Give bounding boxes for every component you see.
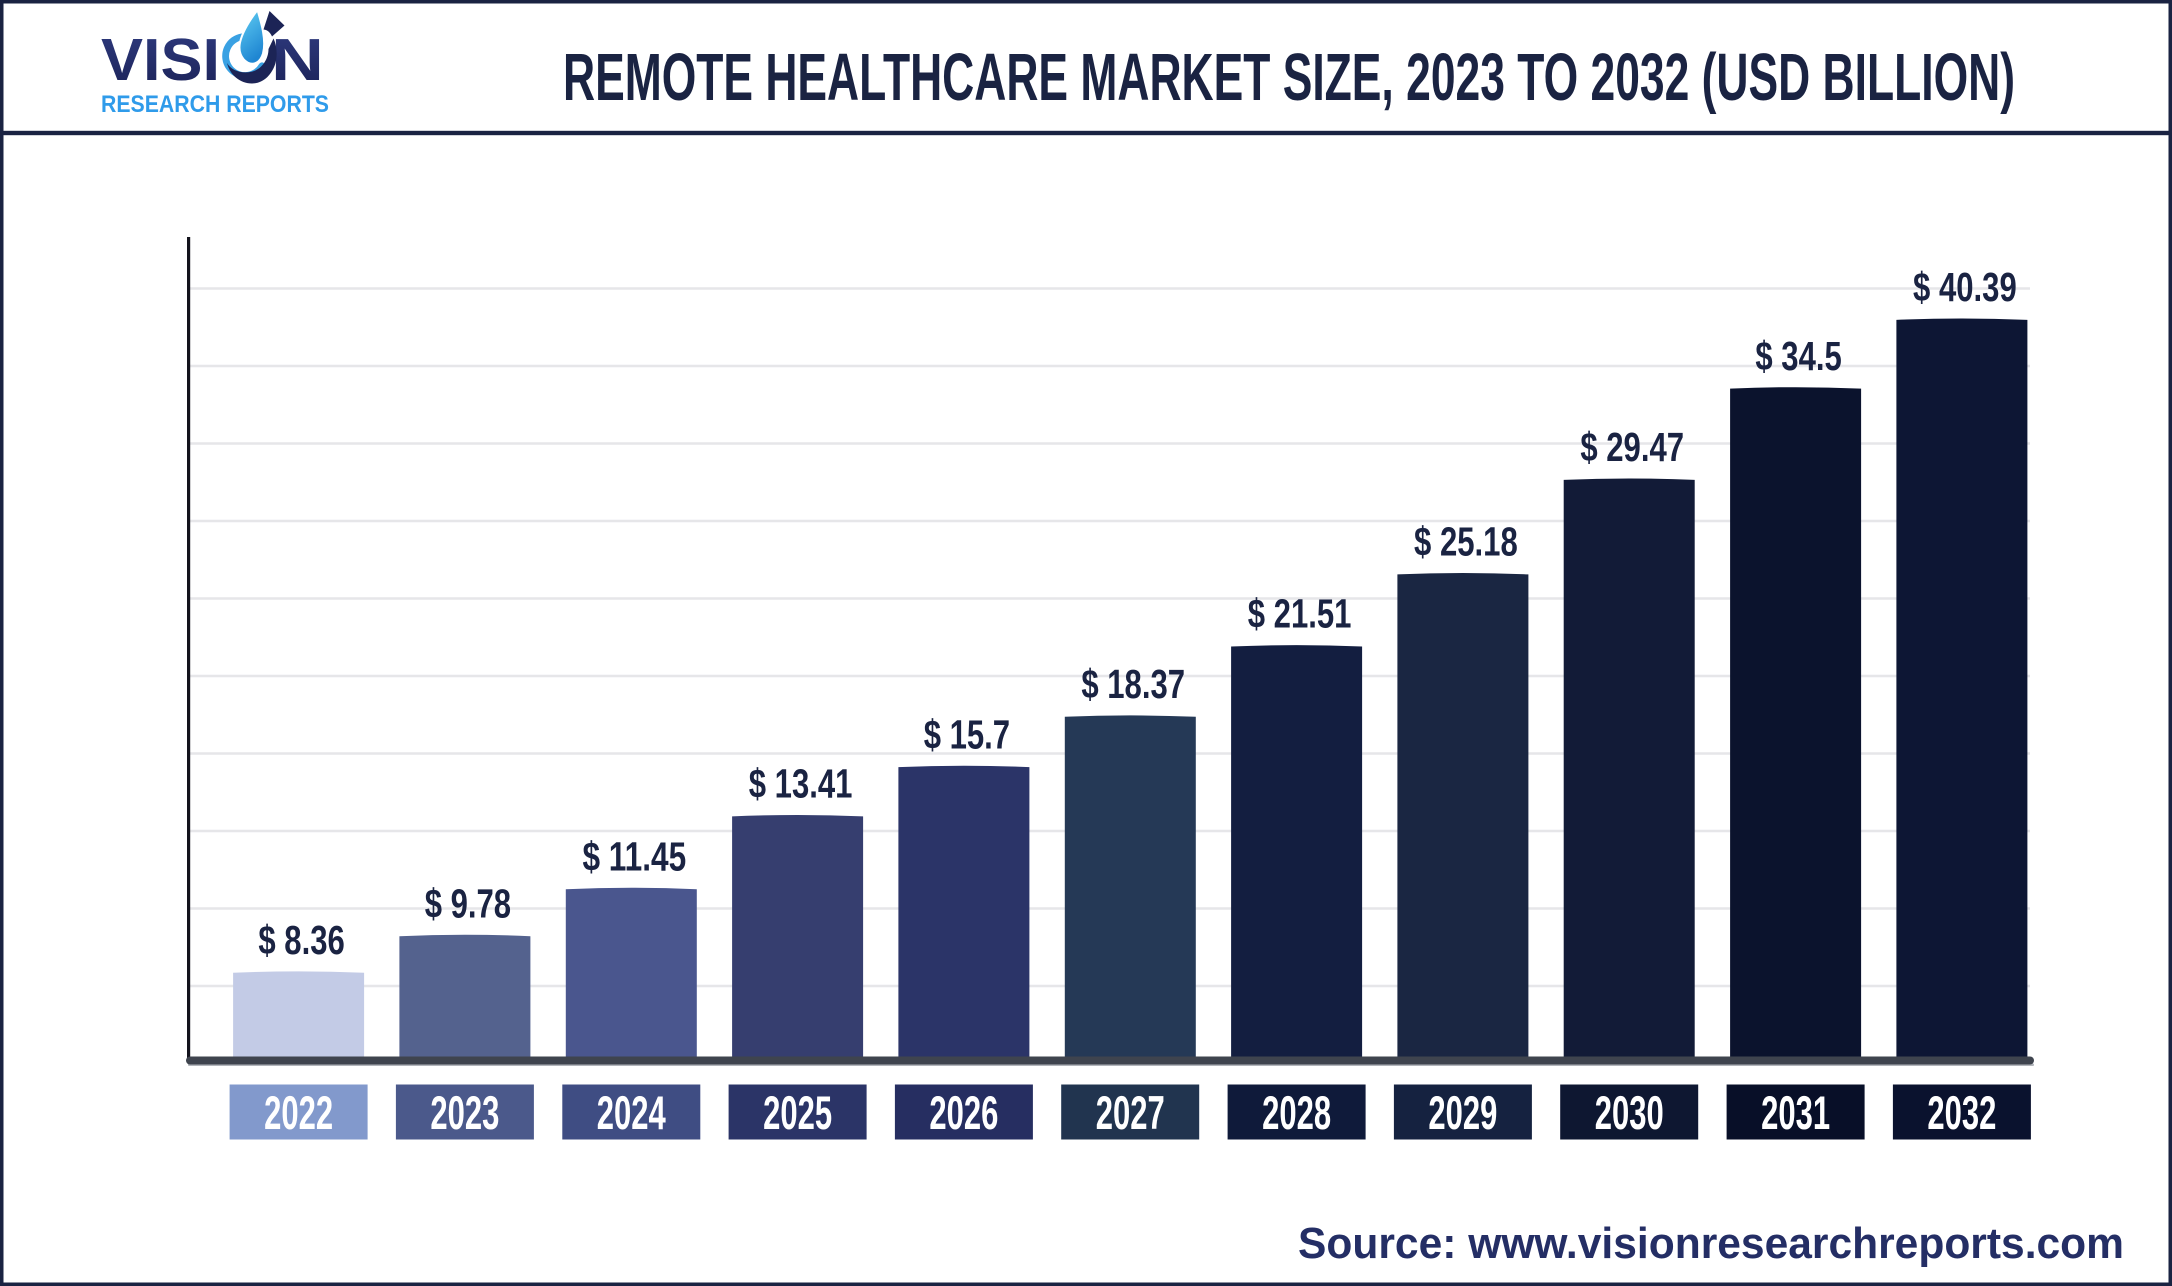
- svg-text:N: N: [271, 27, 324, 93]
- svg-text:2026: 2026: [929, 1086, 998, 1139]
- svg-text:$ 9.78: $ 9.78: [425, 880, 511, 926]
- svg-text:2032: 2032: [1927, 1086, 1996, 1139]
- svg-text:VISI: VISI: [101, 27, 220, 93]
- svg-text:$ 8.36: $ 8.36: [258, 917, 344, 963]
- svg-text:2030: 2030: [1595, 1086, 1664, 1139]
- svg-text:$ 13.41: $ 13.41: [749, 761, 853, 807]
- svg-text:$ 18.37: $ 18.37: [1081, 661, 1185, 707]
- svg-text:$ 40.39: $ 40.39: [1913, 264, 2017, 310]
- svg-text:$ 25.18: $ 25.18: [1414, 519, 1518, 565]
- svg-text:2022: 2022: [264, 1086, 333, 1139]
- svg-text:$ 21.51: $ 21.51: [1248, 591, 1352, 637]
- svg-text:2024: 2024: [597, 1086, 666, 1139]
- svg-text:2023: 2023: [430, 1086, 499, 1139]
- svg-text:2028: 2028: [1262, 1086, 1331, 1139]
- svg-text:2025: 2025: [763, 1086, 832, 1139]
- svg-text:2031: 2031: [1761, 1086, 1830, 1139]
- svg-text:2027: 2027: [1096, 1086, 1165, 1139]
- svg-text:RESEARCH REPORTS: RESEARCH REPORTS: [101, 91, 329, 118]
- svg-text:$ 15.7: $ 15.7: [924, 711, 1010, 757]
- svg-text:$ 29.47: $ 29.47: [1580, 424, 1684, 470]
- svg-text:$ 34.5: $ 34.5: [1755, 333, 1841, 379]
- svg-text:Source: www.visionresearchrepo: Source: www.visionresearchreports.com: [1298, 1219, 2124, 1268]
- svg-text:REMOTE HEALTHCARE MARKET SIZE,: REMOTE HEALTHCARE MARKET SIZE, 2023 TO 2…: [563, 40, 2015, 115]
- svg-text:$ 11.45: $ 11.45: [582, 833, 686, 879]
- svg-text:2029: 2029: [1428, 1086, 1497, 1139]
